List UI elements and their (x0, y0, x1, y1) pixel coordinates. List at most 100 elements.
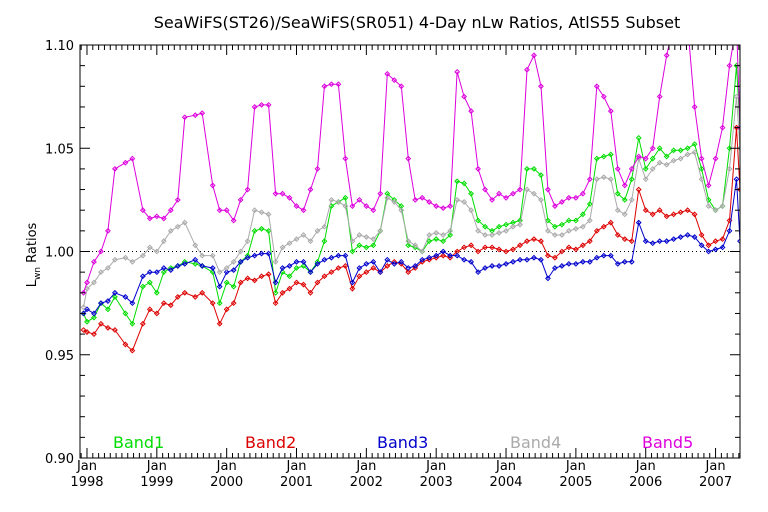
data-point (614, 190, 621, 197)
data-point (91, 310, 97, 317)
data-point (538, 196, 544, 203)
data-point (265, 250, 272, 257)
data-point (230, 258, 237, 265)
data-point (719, 203, 726, 209)
data-point (552, 203, 558, 209)
data-point (593, 227, 600, 234)
data-point (98, 248, 104, 255)
data-point (377, 269, 384, 276)
data-point (579, 258, 586, 265)
data-point (468, 190, 475, 197)
data-point (244, 254, 251, 261)
data-point (433, 252, 440, 259)
data-point (105, 298, 111, 304)
data-point (433, 203, 440, 209)
data-point (482, 232, 488, 238)
data-point (314, 279, 321, 286)
series-group (80, 22, 740, 354)
data-point (685, 22, 689, 26)
data-point (122, 310, 129, 317)
data-point (321, 83, 328, 90)
data-point (670, 211, 677, 218)
data-point (300, 258, 307, 265)
data-point (146, 306, 153, 313)
data-point (565, 194, 572, 201)
data-point (80, 327, 87, 333)
legend-item-band1: Band1 (113, 433, 164, 452)
data-point (600, 93, 607, 100)
data-point (314, 260, 321, 267)
data-point (656, 238, 663, 245)
data-point (321, 223, 328, 230)
data-point (719, 124, 726, 131)
data-point (433, 230, 440, 236)
data-point (129, 155, 136, 162)
x-tick-month-label: Jan (285, 459, 306, 474)
x-tick-month-label: Jan (76, 459, 97, 474)
data-point (503, 227, 509, 234)
data-point (642, 155, 649, 162)
data-point (468, 108, 475, 114)
data-point (524, 165, 530, 172)
data-point (705, 248, 712, 255)
data-point (370, 242, 377, 249)
data-point (307, 269, 314, 276)
data-point (649, 165, 656, 172)
data-point (524, 66, 530, 73)
data-point (503, 248, 509, 255)
plot-frame (79, 44, 741, 459)
data-point (545, 275, 551, 282)
data-point (607, 219, 614, 226)
data-point (314, 165, 321, 172)
data-point (572, 246, 579, 253)
data-point (122, 254, 129, 261)
data-point (586, 217, 593, 224)
data-point (160, 265, 167, 271)
data-point (656, 145, 663, 152)
data-point (91, 258, 97, 265)
data-point (272, 190, 279, 197)
data-point (705, 242, 712, 249)
data-point (112, 327, 118, 333)
data-point (230, 217, 237, 224)
data-point (496, 230, 502, 236)
data-point (167, 207, 174, 214)
data-point (342, 203, 349, 209)
data-point (279, 289, 286, 296)
data-point (384, 71, 391, 77)
data-point (468, 258, 475, 265)
x-tick-year-label: 2000 (210, 475, 243, 490)
series-line-band1 (83, 65, 740, 325)
data-point (349, 285, 356, 292)
data-point (482, 223, 488, 230)
data-point (258, 273, 265, 280)
data-point (489, 232, 495, 238)
y-axis-label-rest: Ratios (25, 222, 40, 267)
data-point (251, 227, 258, 234)
data-point (153, 213, 160, 220)
data-point (356, 242, 363, 249)
data-point (737, 145, 740, 152)
data-point (209, 182, 216, 189)
data-point (105, 324, 111, 331)
legend-item-band3: Band3 (377, 433, 428, 452)
data-point (440, 248, 447, 255)
data-point (726, 227, 733, 234)
data-point (691, 104, 698, 110)
data-point (684, 207, 691, 214)
data-point (642, 165, 649, 172)
data-point (112, 289, 118, 296)
data-point (545, 186, 551, 193)
data-point (440, 205, 447, 212)
data-point (482, 244, 488, 251)
legend-item-band5: Band5 (642, 433, 693, 452)
data-point (663, 213, 670, 220)
data-point (272, 289, 279, 296)
data-point (447, 252, 454, 259)
data-point (719, 236, 726, 243)
data-point (174, 263, 181, 269)
data-point (621, 236, 628, 243)
data-point (335, 265, 342, 271)
data-point (181, 260, 188, 267)
data-point (489, 244, 495, 251)
